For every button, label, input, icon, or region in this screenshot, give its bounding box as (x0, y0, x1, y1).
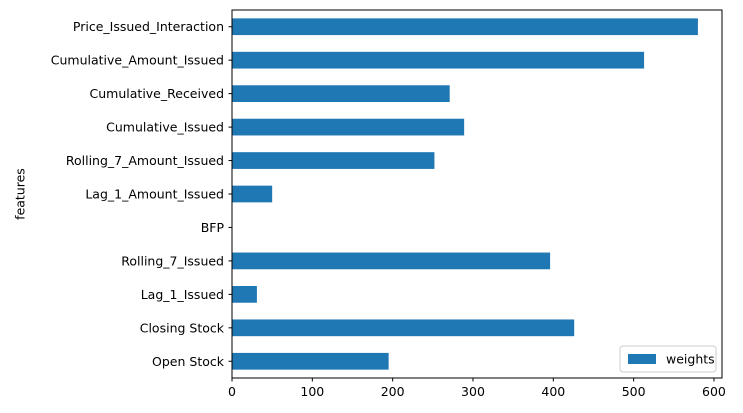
bar-rolling-7-issued (232, 252, 551, 270)
bar-price-issued-interaction (232, 18, 698, 36)
y-tick-label: Rolling_7_Issued (121, 253, 224, 268)
category-labels: Open Stock Closing Stock Lag_1_Issued Rolli… (51, 19, 232, 369)
y-tick-label: Closing Stock (140, 320, 225, 335)
y-tick-label: Price_Issued_Interaction (73, 19, 224, 34)
legend-box (619, 345, 717, 373)
bar-closing-stock (232, 319, 575, 337)
x-tick-label: 100 (300, 384, 324, 399)
legend-label: weights (666, 352, 715, 367)
bar-cumulative-issued (232, 118, 465, 136)
y-axis-title: features (13, 168, 28, 220)
plot-frame (231, 9, 723, 379)
x-tick-label: 400 (541, 384, 565, 399)
bar-lag-1-amount-issued (232, 185, 273, 203)
x-tick-label: 500 (622, 384, 646, 399)
bar-rolling-7-amount-issued (232, 152, 435, 169)
y-tick-label: Lag_1_Amount_Issued (85, 187, 224, 202)
x-tick-label: 200 (381, 384, 405, 399)
y-tick-label: Cumulative_Received (90, 86, 224, 101)
x-tick-label: 0 (228, 384, 236, 399)
y-tick-label: Lag_1_Issued (141, 287, 224, 302)
x-axis-ticks: 0 100 200 300 400 500 600 (228, 378, 726, 399)
bar-cumulative-amount-issued (232, 51, 645, 69)
y-tick-label: Cumulative_Amount_Issued (51, 53, 224, 68)
y-tick-label: Rolling_7_Amount_Issued (66, 153, 224, 168)
bar-cumulative-received (232, 85, 450, 102)
y-tick-label: BFP (201, 220, 225, 235)
bar-lag-1-issued (232, 286, 257, 303)
y-tick-label: Cumulative_Issued (106, 120, 224, 135)
bar-open-stock (232, 352, 389, 370)
x-tick-label: 300 (461, 384, 485, 399)
legend-swatch (628, 354, 656, 364)
y-tick-label: Open Stock (152, 354, 225, 369)
legend: weights (619, 345, 717, 373)
x-tick-label: 600 (702, 384, 726, 399)
bars-group (232, 18, 698, 370)
